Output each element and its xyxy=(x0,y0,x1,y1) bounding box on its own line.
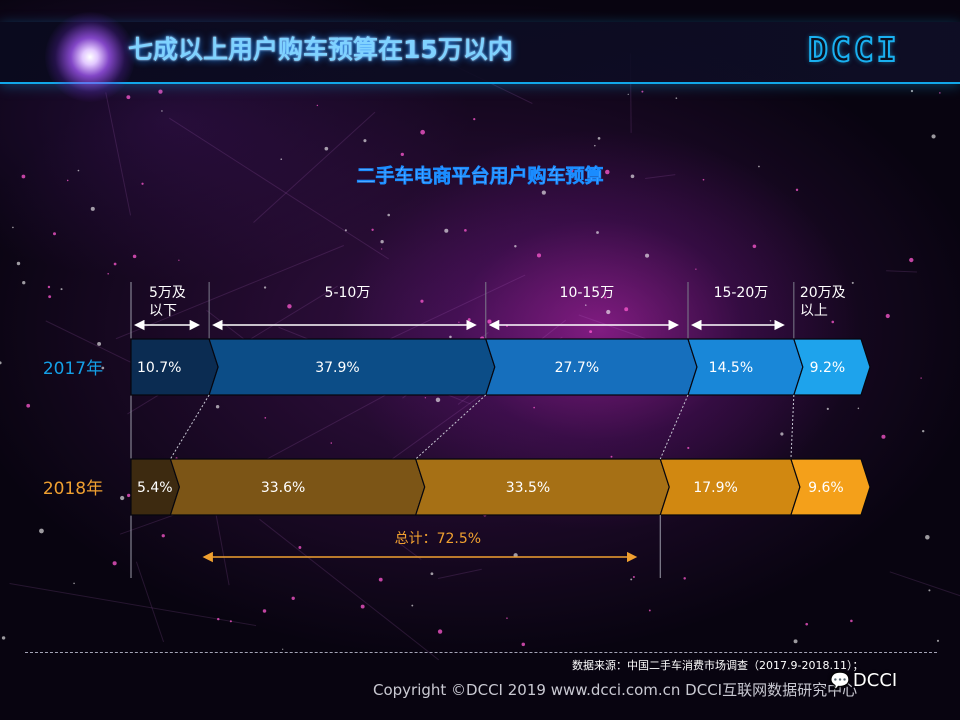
header-bar xyxy=(0,22,960,84)
boundary-connector xyxy=(169,394,210,460)
data-label: 33.6% xyxy=(261,480,305,496)
data-label: 37.9% xyxy=(315,360,359,376)
dcci-logo: DCCI xyxy=(807,29,900,70)
data-label: 10.7% xyxy=(137,360,181,376)
bar-segment xyxy=(790,458,871,516)
wechat-icon: 💬 xyxy=(830,671,850,690)
category-label: 15-20万 xyxy=(714,285,769,301)
data-label: 5.4% xyxy=(137,480,173,496)
wechat-label: DCCI xyxy=(852,670,898,691)
footer-divider xyxy=(25,652,937,653)
bar-segment xyxy=(793,338,871,396)
boundary-connector xyxy=(659,394,689,460)
copyright-line: Copyright ©DCCI 2019 www.dcci.com.cn DCC… xyxy=(373,681,858,699)
category-label-line: 10-15万 xyxy=(560,285,615,301)
boundary-connector xyxy=(790,394,795,460)
series-label: 2017年 xyxy=(43,359,103,379)
category-label-line: 5万及 xyxy=(149,285,186,301)
data-label: 17.9% xyxy=(693,480,737,496)
category-label-line: 20万及 xyxy=(800,285,846,301)
category-label: 10-15万 xyxy=(560,285,615,301)
category-label-line: 5-10万 xyxy=(325,285,371,301)
category-label: 5万及以下 xyxy=(149,285,186,319)
data-label: 9.6% xyxy=(808,480,844,496)
total-annotation-label: 总计：72.5% xyxy=(395,531,481,547)
wechat-watermark: 💬 DCCI xyxy=(830,670,897,691)
data-label: 33.5% xyxy=(506,480,550,496)
category-label-line: 以下 xyxy=(149,303,177,319)
page-title: 七成以上用户购车预算在15万以内 xyxy=(128,35,513,64)
category-label-line: 以上 xyxy=(800,303,828,319)
category-label-line: 15-20万 xyxy=(714,285,769,301)
data-label: 9.2% xyxy=(810,360,846,376)
category-label: 5-10万 xyxy=(325,285,371,301)
data-label: 14.5% xyxy=(709,360,753,376)
series-label: 2018年 xyxy=(43,479,103,499)
data-source-note: 数据来源：中国二手车消费市场调查（2017.9-2018.11）； xyxy=(572,659,864,672)
boundary-connector xyxy=(415,394,487,460)
data-label: 27.7% xyxy=(555,360,599,376)
chart-title: 二手车电商平台用户购车预算 xyxy=(356,164,603,187)
category-label: 20万及以上 xyxy=(800,285,846,319)
title-flare-icon xyxy=(45,12,135,102)
